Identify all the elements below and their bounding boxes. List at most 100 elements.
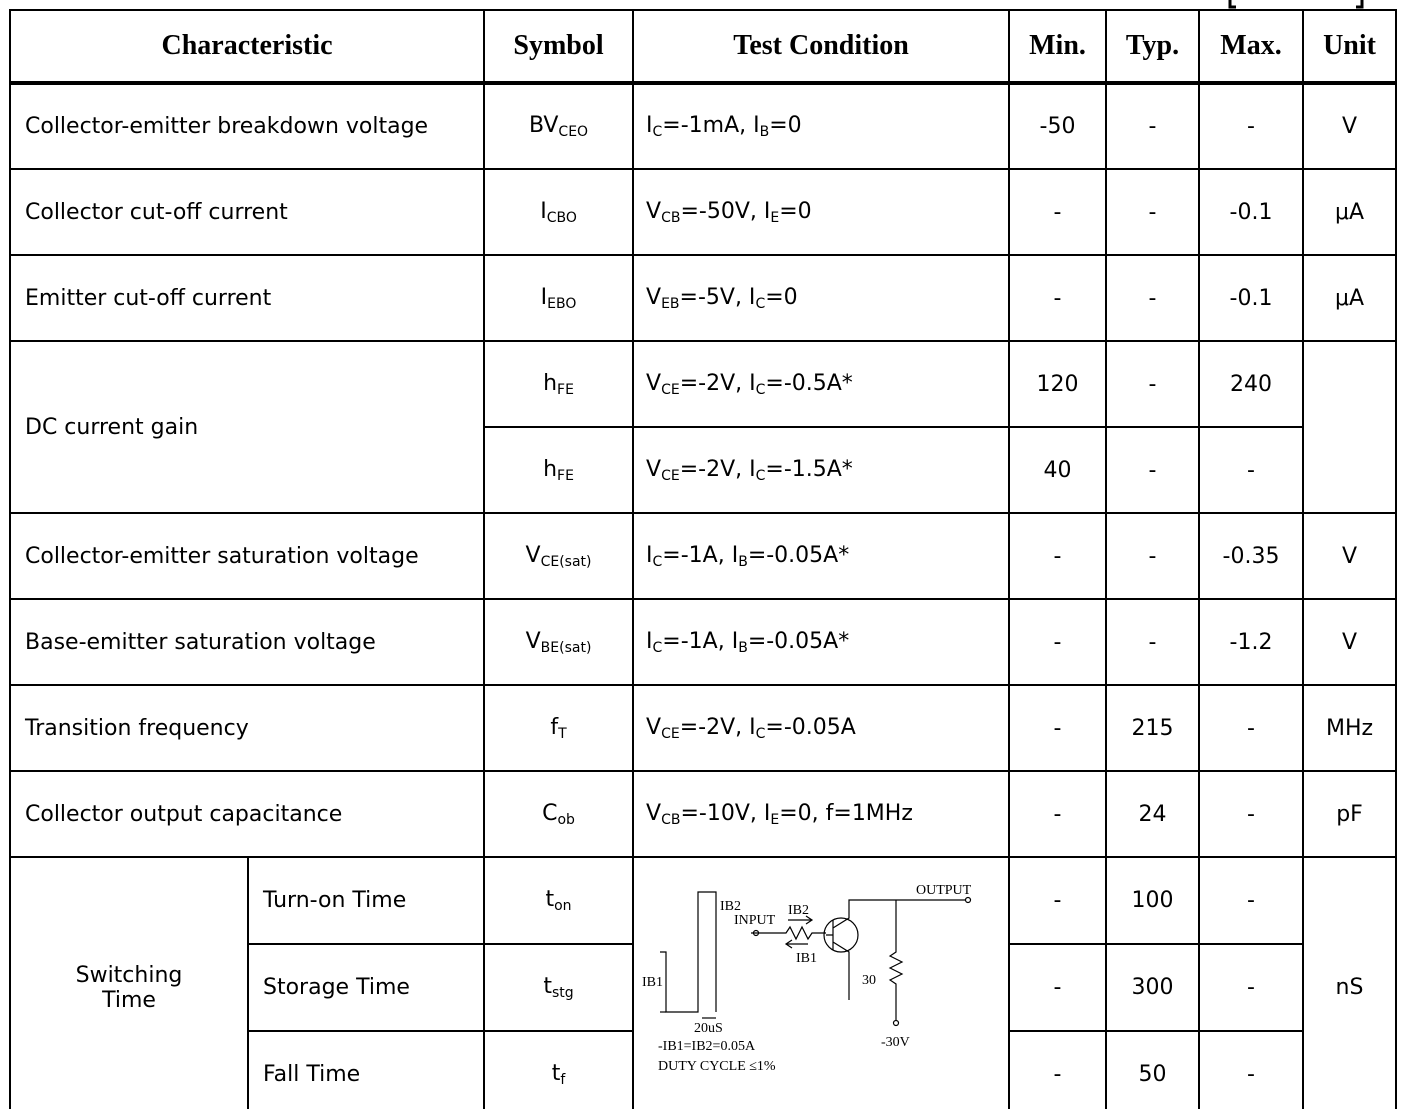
typ: -: [1105, 168, 1201, 256]
bracket-marks: [1228, 0, 1364, 9]
unit: MHz: [1302, 684, 1398, 772]
max: -: [1198, 770, 1305, 858]
text: I: [646, 542, 653, 568]
subscript: T: [558, 725, 567, 742]
unit: nS: [1302, 856, 1398, 1109]
typ: 100: [1105, 856, 1201, 945]
symbol: ton: [483, 856, 635, 945]
min: -: [1008, 856, 1108, 945]
unit: V: [1302, 598, 1398, 686]
load-resistor: [888, 899, 904, 1020]
text: =-0.05A*: [747, 628, 850, 654]
max: -0.35: [1198, 512, 1305, 600]
text: =-10V, I: [680, 800, 771, 826]
min: -: [1008, 168, 1108, 256]
max: -0.1: [1198, 168, 1305, 256]
table-row: Collector-emitter saturation voltage VCE(…: [8, 512, 1398, 600]
table-row: Emitter cut-off current IEBO VEB=-5V, IC=0…: [8, 254, 1398, 342]
text: =-5V, I: [679, 284, 756, 310]
characteristic: DC current gain: [8, 340, 486, 514]
min: -: [1008, 1030, 1108, 1109]
table-row: Fall Time tf -50-: [10, 1030, 1396, 1109]
test-condition: VEB=-5V, IC=0: [632, 254, 1011, 342]
test-condition: IC=-1mA, IB=0: [632, 82, 1011, 170]
max: -0.1: [1198, 254, 1305, 342]
transistor-leads: [826, 898, 967, 1000]
table-row: Base-emitter saturation voltage VBE(sat) I…: [8, 598, 1398, 686]
sub-characteristic: Fall Time: [246, 1030, 486, 1109]
text: =-1A, I: [662, 628, 739, 654]
text: I: [646, 628, 653, 654]
typ: 215: [1105, 684, 1201, 772]
max: -: [1198, 943, 1305, 1032]
text: =0: [769, 113, 802, 138]
text: V: [646, 800, 662, 826]
table-row: Collector output capacitance Cob VCB=-10V,…: [8, 770, 1398, 858]
text: =-2V, I: [679, 370, 756, 396]
unit: V: [1302, 512, 1398, 600]
header-cell: Test Condition: [632, 9, 1011, 85]
table-row: Switching Time Turn-on Time ton IB2 INPUT IB2…: [9, 856, 1398, 1109]
unit: μA: [1302, 254, 1398, 342]
max: -: [1198, 856, 1305, 945]
max: -: [1198, 684, 1305, 772]
symbol: fT: [483, 684, 635, 772]
characteristic: Emitter cut-off current: [8, 254, 486, 342]
table-row: hFE VCE=-2V, IC=-1.5A* 40- -: [10, 426, 1396, 514]
diagram-label: IB2: [720, 899, 741, 914]
text: =-0.05A: [765, 714, 856, 740]
symbol: IEBO: [483, 254, 635, 342]
subscript: C: [652, 553, 663, 570]
diagram-label: IB1: [642, 975, 663, 990]
text: f: [550, 714, 559, 740]
test-condition: VCE=-2V, IC=-1.5A*: [632, 426, 1011, 514]
subscript: EBO: [547, 295, 577, 312]
subscript: EB: [661, 295, 680, 312]
max: -1.2: [1198, 598, 1305, 686]
diagram-label: -30V: [881, 1035, 910, 1050]
min: -50: [1008, 82, 1108, 170]
characteristic: Collector-emitter saturation voltage: [8, 512, 486, 600]
sub-characteristic: Storage Time: [246, 943, 486, 1032]
diagram-label: IB2: [788, 903, 809, 918]
characteristic: Collector cut-off current: [8, 168, 486, 256]
diagram-label: 30: [862, 973, 876, 988]
symbol: VCE(sat): [483, 512, 635, 600]
typ: -: [1105, 340, 1201, 428]
typ: -: [1105, 598, 1201, 686]
input-resistor: [751, 925, 827, 940]
table-row: Storage Time tstg -300-: [10, 943, 1396, 1032]
subscript: f: [560, 1072, 566, 1088]
symbol: tstg: [483, 943, 635, 1032]
text: t: [551, 1061, 561, 1086]
header-cell: Symbol: [483, 9, 635, 85]
spec-table: Characteristic Symbol Test Condition Min. Ty…: [8, 9, 1398, 1109]
subscript: B: [759, 124, 770, 140]
symbol: BVCEO: [483, 82, 635, 170]
typ: -: [1105, 254, 1201, 342]
header-cell: Min.: [1008, 9, 1108, 85]
characteristic: Transition frequency: [8, 684, 486, 772]
subscript: FE: [557, 381, 574, 398]
subscript: B: [738, 553, 748, 570]
unit: μA: [1302, 168, 1398, 256]
table-row: Collector-emitter breakdown voltage BVCEO…: [8, 82, 1398, 170]
text: t: [543, 974, 552, 999]
typ: -: [1105, 426, 1201, 514]
subscript: CB: [661, 811, 681, 828]
supply-node: [892, 1019, 900, 1026]
text: =-50V, I: [680, 198, 771, 224]
typ: -: [1105, 82, 1201, 170]
waveform: [660, 890, 717, 1013]
test-condition: VCE=-2V, IC=-0.05A: [632, 684, 1011, 772]
transistor: [823, 916, 859, 953]
characteristic: Base-emitter saturation voltage: [8, 598, 486, 686]
symbol: VBE(sat): [483, 598, 635, 686]
min: 120: [1008, 340, 1108, 428]
text: I: [540, 198, 547, 224]
text: h: [543, 370, 558, 396]
test-condition: IC=-1A, IB=-0.05A*: [632, 598, 1011, 686]
text: V: [646, 370, 662, 396]
text: I: [540, 284, 548, 310]
test-condition: IB2 INPUT IB2 IB1 OUTPUT IB1 20uS 30 -30V -IB1=IB…: [632, 856, 1011, 1109]
